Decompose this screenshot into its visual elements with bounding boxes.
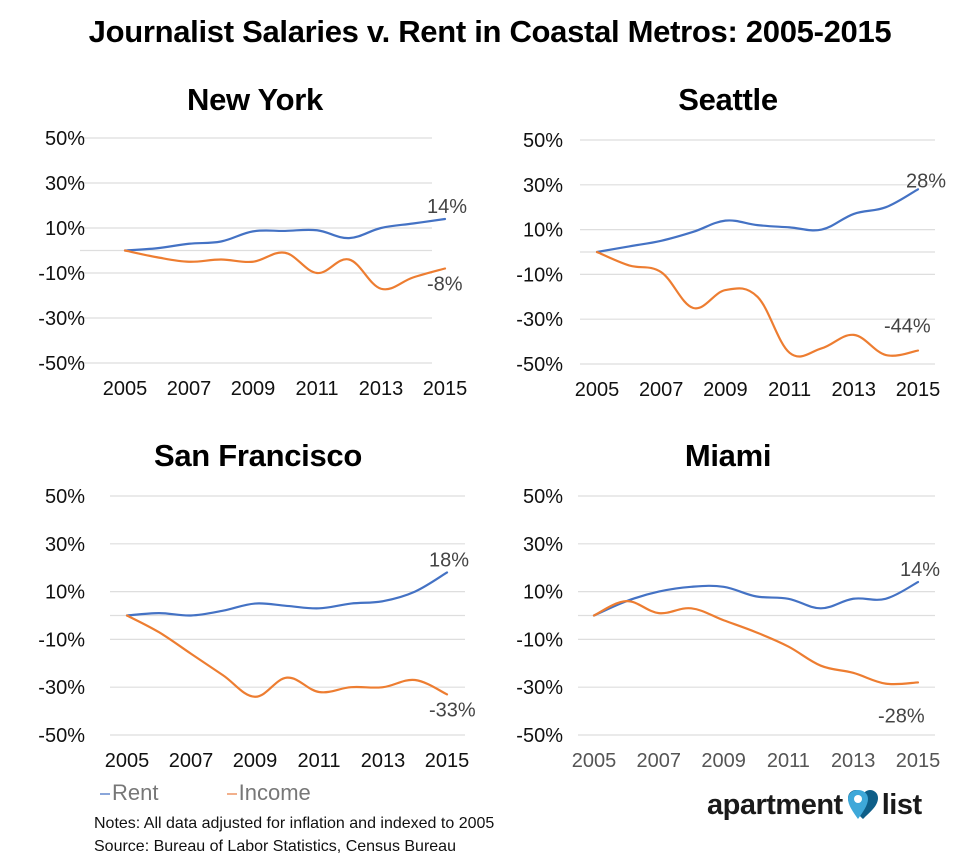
san-francisco-x-tick-label: 2009 bbox=[233, 750, 278, 772]
legend-item-income: Income bbox=[226, 780, 311, 805]
apartment-list-logo: apartment list bbox=[707, 788, 922, 822]
new-york-y-tick-label: 10% bbox=[45, 218, 85, 240]
miami-y-tick-label: -50% bbox=[516, 725, 563, 747]
san-francisco-rent-end-label: 18% bbox=[429, 549, 469, 571]
seattle-x-tick-label: 2015 bbox=[896, 379, 941, 401]
seattle-y-tick-label: 50% bbox=[523, 130, 563, 152]
miami-x-tick-label: 2005 bbox=[572, 750, 617, 772]
san-francisco-x-tick-label: 2011 bbox=[297, 750, 340, 772]
seattle-rent-end-label: 28% bbox=[906, 170, 946, 192]
seattle-y-tick-label: -30% bbox=[516, 309, 563, 331]
miami-y-tick-label: 50% bbox=[523, 486, 563, 508]
miami-x-tick-label: 2007 bbox=[637, 750, 682, 772]
seattle-rent-line bbox=[595, 188, 920, 254]
new-york-y-tick-label: -10% bbox=[38, 263, 85, 285]
new-york-x-tick-label: 2007 bbox=[167, 378, 212, 400]
panel-title-miami: Miami bbox=[684, 438, 772, 473]
notes: Notes: All data adjusted for inflation a… bbox=[94, 812, 494, 858]
new-york-x-tick-label: 2005 bbox=[103, 378, 148, 400]
san-francisco-x-tick-label: 2005 bbox=[105, 750, 150, 772]
san-francisco-y-tick-label: -10% bbox=[38, 629, 85, 651]
san-francisco-y-tick-label: 50% bbox=[45, 486, 85, 508]
new-york-x-tick-label: 2009 bbox=[231, 378, 276, 400]
miami-x-tick-label: 2009 bbox=[701, 750, 746, 772]
miami-y-tick-label: 10% bbox=[523, 582, 563, 604]
heart-pin-icon bbox=[847, 790, 878, 819]
logo-word-list: list bbox=[881, 788, 922, 821]
seattle-x-tick-label: 2011 bbox=[768, 379, 811, 401]
san-francisco-y-tick-label: 10% bbox=[45, 582, 85, 604]
new-york-income-end-label: -8% bbox=[427, 274, 463, 296]
income-swatch bbox=[226, 793, 237, 796]
new-york-rent-end-label: 14% bbox=[427, 196, 467, 218]
panel-title-new-york: New York bbox=[186, 82, 323, 117]
san-francisco-x-tick-label: 2013 bbox=[361, 750, 406, 772]
seattle-x-tick-label: 2007 bbox=[639, 379, 684, 401]
miami-rent-end-label: 14% bbox=[900, 559, 940, 581]
miami-income-end-label: -28% bbox=[878, 705, 925, 727]
miami-x-tick-label: 2015 bbox=[896, 750, 941, 772]
new-york-x-tick-label: 2011 bbox=[295, 378, 338, 400]
seattle-x-tick-label: 2013 bbox=[832, 379, 877, 401]
miami-income-line bbox=[592, 600, 920, 686]
miami-y-tick-label: -10% bbox=[516, 629, 563, 651]
seattle-y-tick-label: 10% bbox=[523, 220, 563, 242]
new-york-x-tick-label: 2013 bbox=[359, 378, 404, 400]
san-francisco-x-tick-label: 2007 bbox=[169, 750, 214, 772]
san-francisco-income-line bbox=[125, 614, 449, 698]
new-york-y-tick-label: -50% bbox=[38, 353, 85, 375]
san-francisco-x-tick-label: 2015 bbox=[425, 750, 470, 772]
miami-x-tick-label: 2013 bbox=[831, 750, 876, 772]
miami-y-tick-label: -30% bbox=[516, 677, 563, 699]
new-york-income-line bbox=[123, 249, 447, 291]
seattle-income-end-label: -44% bbox=[884, 316, 931, 338]
panel-title-seattle: Seattle bbox=[678, 82, 778, 117]
legend-income-label: Income bbox=[238, 780, 311, 805]
legend-item-rent: Rent bbox=[100, 780, 158, 805]
san-francisco-rent-line bbox=[125, 571, 449, 617]
seattle-x-tick-label: 2005 bbox=[575, 379, 620, 401]
san-francisco-income-end-label: -33% bbox=[429, 699, 476, 721]
seattle-x-tick-label: 2009 bbox=[703, 379, 748, 401]
legend-rent-label: Rent bbox=[112, 780, 159, 805]
new-york-y-tick-label: -30% bbox=[38, 308, 85, 330]
source-line: Source: Bureau of Labor Statistics, Cens… bbox=[94, 838, 456, 855]
panel-title-san-francisco: San Francisco bbox=[153, 438, 362, 473]
logo-word-apartment: apartment bbox=[707, 788, 843, 821]
new-york-rent-line bbox=[123, 217, 447, 252]
san-francisco-y-tick-label: 30% bbox=[45, 534, 85, 556]
new-york-y-tick-label: 50% bbox=[45, 128, 85, 150]
rent-swatch bbox=[100, 793, 110, 796]
seattle-y-tick-label: 30% bbox=[523, 175, 563, 197]
miami-y-tick-label: 30% bbox=[523, 534, 563, 556]
new-york-y-tick-label: 30% bbox=[45, 173, 85, 195]
seattle-y-tick-label: -10% bbox=[516, 264, 563, 286]
miami-rent-line bbox=[592, 580, 920, 617]
seattle-income-line bbox=[595, 250, 920, 358]
seattle-y-tick-label: -50% bbox=[516, 354, 563, 376]
notes-line: Notes: All data adjusted for inflation a… bbox=[94, 815, 495, 832]
legend: Rent Income bbox=[100, 780, 373, 806]
san-francisco-y-tick-label: -50% bbox=[38, 725, 85, 747]
new-york-x-tick-label: 2015 bbox=[423, 378, 468, 400]
miami-x-tick-label: 2011 bbox=[767, 750, 810, 772]
san-francisco-y-tick-label: -30% bbox=[38, 677, 85, 699]
main-title: Journalist Salaries v. Rent in Coastal M… bbox=[88, 14, 892, 49]
